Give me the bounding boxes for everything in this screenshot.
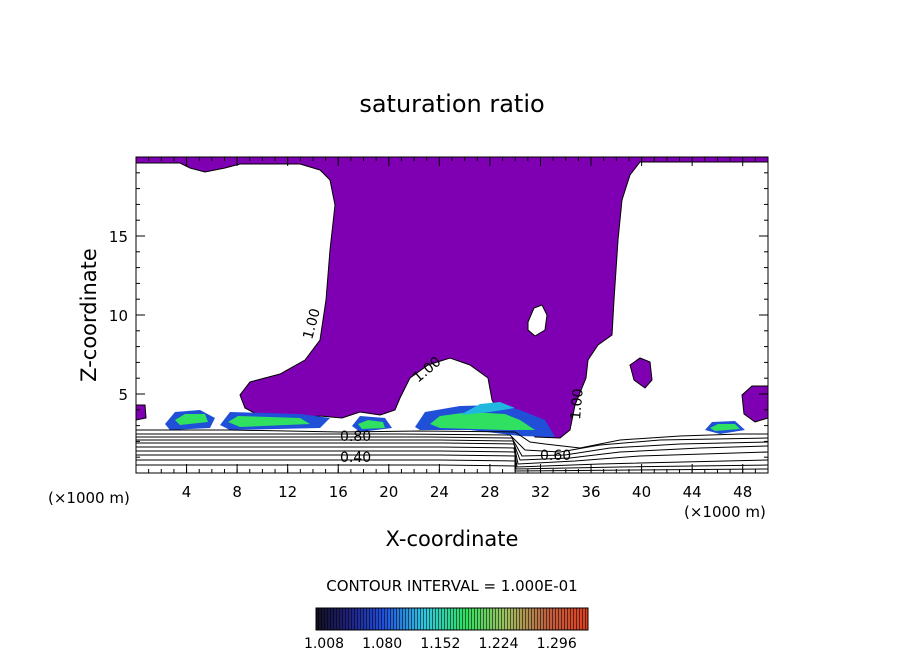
x-tick-label: 4 bbox=[182, 483, 192, 501]
contour-label: 0.80 bbox=[340, 429, 371, 445]
supersaturated-region bbox=[136, 157, 768, 439]
contour-label: 0.40 bbox=[340, 450, 371, 466]
clear-patch bbox=[527, 304, 548, 337]
y-tick-label: 10 bbox=[109, 307, 128, 325]
colorbar-tick-label: 1.080 bbox=[362, 636, 402, 652]
contour-lines bbox=[136, 429, 768, 472]
x-tick-label: 8 bbox=[232, 483, 242, 501]
x-tick-label: 48 bbox=[733, 483, 752, 501]
x-tick-label: 44 bbox=[683, 483, 702, 501]
contour-interval-text: CONTOUR INTERVAL = 1.000E-01 bbox=[326, 577, 577, 595]
cloud-band bbox=[165, 402, 745, 437]
colorbar-tick-label: 1.296 bbox=[537, 636, 577, 652]
y-tick-label: 15 bbox=[109, 228, 128, 246]
colorbar-ticks: 1.008 1.080 1.152 1.224 1.296 bbox=[304, 636, 577, 652]
supersaturated-region-right bbox=[629, 357, 653, 389]
x-tick-label: 40 bbox=[632, 483, 651, 501]
y-tick-label: 5 bbox=[118, 386, 128, 404]
x-tick-label: 24 bbox=[430, 483, 449, 501]
colorbar bbox=[315, 607, 589, 631]
y-axis: 5 10 15 bbox=[109, 172, 768, 458]
x-tick-label: 36 bbox=[581, 483, 600, 501]
supersaturated-region-left-edge bbox=[136, 404, 147, 421]
x-tick-label: 20 bbox=[379, 483, 398, 501]
contour-label: 0.60 bbox=[540, 448, 571, 464]
supersaturated-region-far-right bbox=[741, 385, 768, 423]
y-axis-label: Z-coordinate bbox=[77, 248, 101, 382]
x-axis: 4 8 12 16 20 24 28 32 36 40 44 48 bbox=[148, 157, 756, 501]
x-tick-label: 28 bbox=[480, 483, 499, 501]
plot-area bbox=[136, 157, 768, 473]
x-tick-label: 32 bbox=[531, 483, 550, 501]
x-tick-label: 12 bbox=[278, 483, 297, 501]
contour-label: 1.00 bbox=[568, 388, 587, 420]
contour-label: 1.00 bbox=[300, 307, 324, 341]
chart-title: saturation ratio bbox=[359, 90, 544, 118]
colorbar-tick-label: 1.152 bbox=[420, 636, 460, 652]
colorbar-tick-label: 1.224 bbox=[478, 636, 518, 652]
x-units-left: (×1000 m) bbox=[48, 489, 130, 507]
x-tick-label: 16 bbox=[329, 483, 348, 501]
colorbar-tick-label: 1.008 bbox=[304, 636, 344, 652]
x-units-right: (×1000 m) bbox=[684, 503, 766, 521]
x-axis-label: X-coordinate bbox=[386, 527, 519, 551]
